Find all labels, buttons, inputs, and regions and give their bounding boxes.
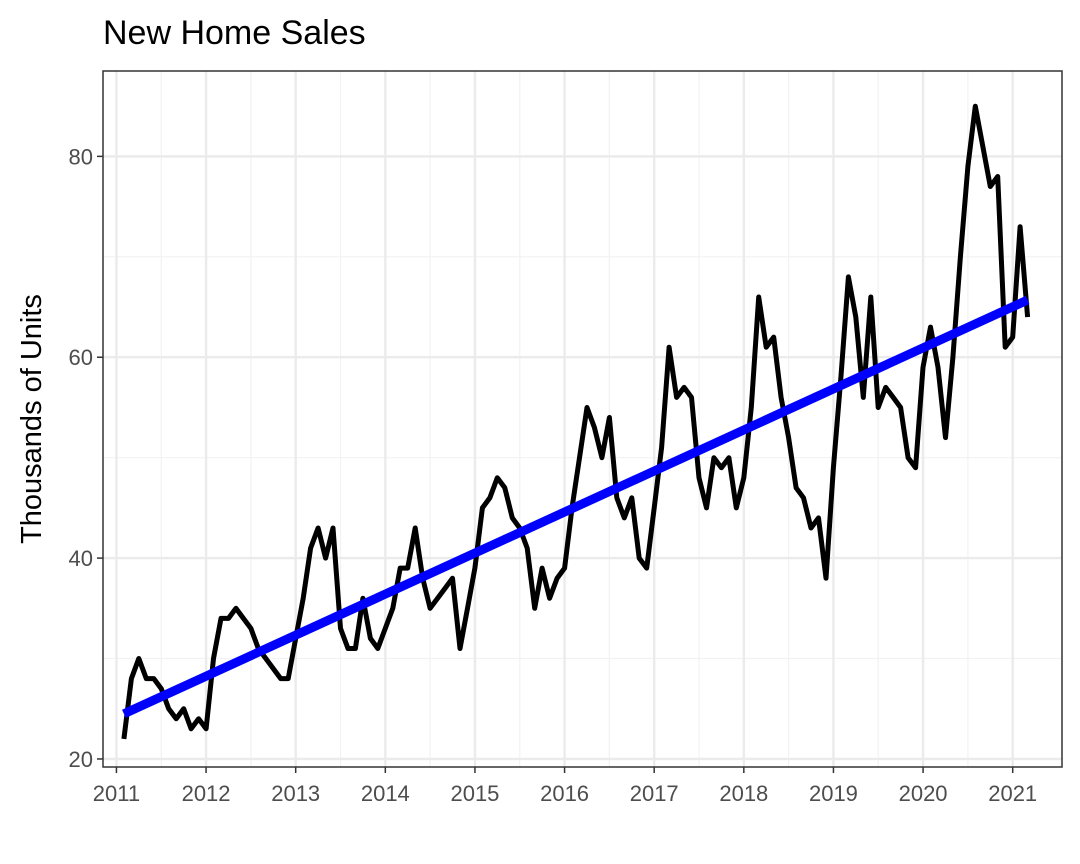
minor-gridlines: [103, 71, 1062, 767]
x-tick-label: 2017: [630, 781, 679, 806]
x-tick-label: 2013: [271, 781, 320, 806]
x-tick-label: 2011: [93, 781, 140, 806]
y-tick-label: 80: [69, 144, 93, 169]
series-line-trend: [122, 295, 1030, 718]
x-tick-label: 2014: [361, 781, 410, 806]
x-tick-label: 2018: [719, 781, 768, 806]
x-tick-label: 2021: [988, 781, 1037, 806]
series-line-sales: [121, 103, 1031, 740]
x-axis: 2011 2012 2013 2014 2015 2016 2017 2018 2019 2020…: [93, 767, 1037, 806]
plot-area: [102, 70, 1063, 768]
x-tick-label: 2019: [809, 781, 858, 806]
series-layer: [121, 103, 1031, 740]
chart-title: New Home Sales: [103, 14, 366, 52]
y-axis: 20 40 60 80: [69, 144, 103, 772]
y-tick-label: 20: [69, 747, 93, 772]
x-tick-label: 2012: [182, 781, 231, 806]
y-tick-label: 60: [69, 345, 93, 370]
x-tick-label: 2020: [899, 781, 948, 806]
x-tick-label: 2015: [450, 781, 499, 806]
x-tick-label: 2016: [540, 781, 589, 806]
plot-border: [102, 70, 1063, 768]
y-tick-label: 40: [69, 546, 93, 571]
y-axis-label: Thousands of Units: [16, 294, 48, 544]
